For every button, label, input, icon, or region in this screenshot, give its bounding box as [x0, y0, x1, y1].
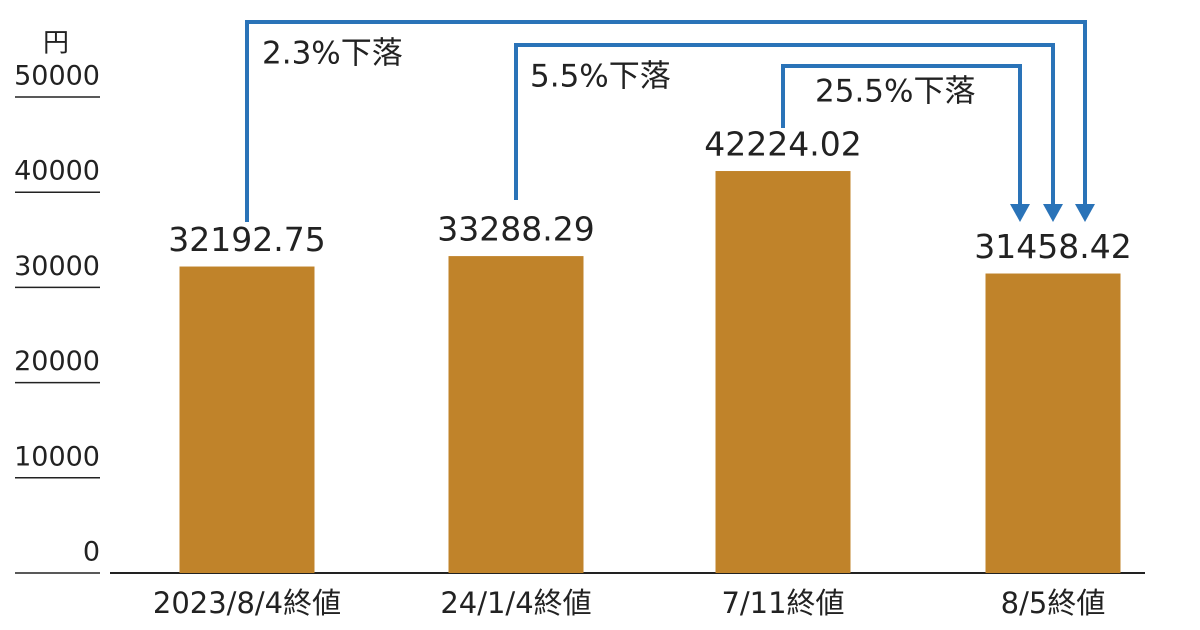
y-tick-label: 50000: [14, 61, 100, 92]
bar: [715, 171, 851, 573]
arrow-head: [1043, 204, 1063, 222]
x-tick-label: 24/1/4終値: [440, 586, 591, 620]
arrow-head: [1010, 204, 1030, 222]
annotation: 25.5%下落: [815, 74, 975, 110]
arrow-head: [1075, 204, 1095, 222]
value-label: 33288.29: [437, 210, 594, 249]
value-label: 42224.02: [704, 125, 861, 164]
bar: [179, 266, 315, 573]
bar: [448, 256, 584, 573]
y-tick-label: 40000: [14, 156, 100, 187]
bracket-arrow: [781, 64, 1022, 206]
annotation: 2.3%下落: [262, 36, 403, 72]
bracket-arrow: [245, 20, 1087, 222]
bar: [985, 273, 1121, 573]
x-tick-label: 8/5終値: [1001, 586, 1106, 620]
bracket-arrow: [514, 43, 1055, 206]
y-tick-label: 20000: [14, 346, 100, 377]
x-tick-label: 7/11終値: [721, 586, 844, 620]
y-tick-label: 0: [83, 537, 100, 568]
value-label: 32192.75: [168, 220, 325, 259]
x-tick-label: 2023/8/4終値: [153, 586, 341, 620]
y-tick-label: 30000: [14, 251, 100, 282]
value-label: 31458.42: [974, 227, 1131, 266]
annotation: 5.5%下落: [530, 59, 671, 95]
y-unit: 円: [43, 29, 69, 59]
y-tick-label: 10000: [14, 441, 100, 472]
